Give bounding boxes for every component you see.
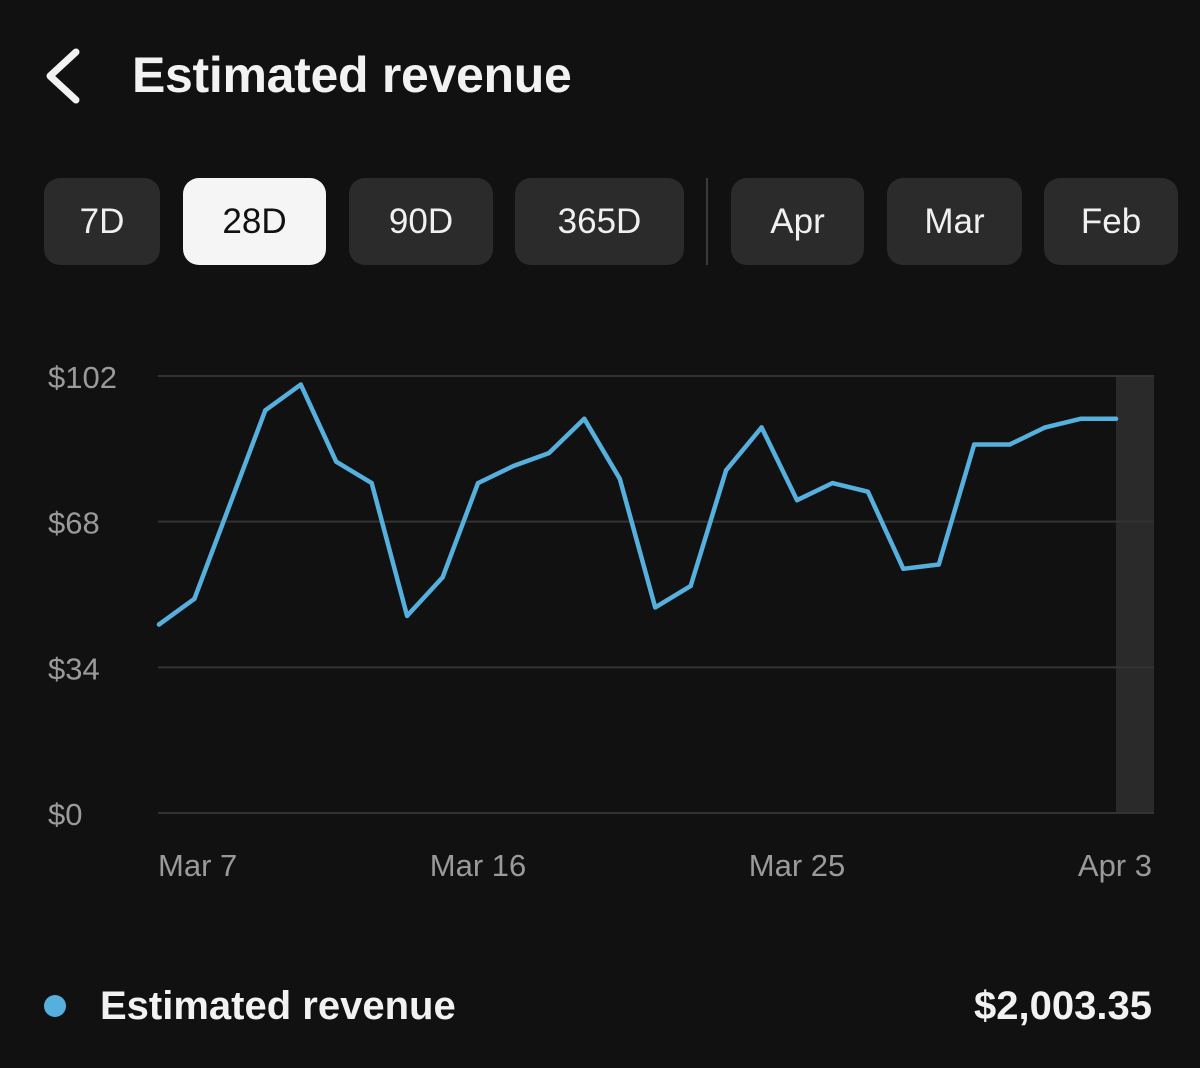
data-point <box>546 450 552 456</box>
data-point <box>972 442 977 447</box>
period-pill-apr[interactable]: Apr <box>731 178 864 265</box>
data-point <box>1007 442 1012 447</box>
y-tick-label: $34 <box>48 651 100 686</box>
data-point <box>794 498 800 503</box>
data-point <box>617 476 622 482</box>
period-pill-90d[interactable]: 90D <box>349 178 493 265</box>
data-point <box>830 480 835 486</box>
data-point <box>263 408 268 413</box>
data-point <box>440 575 445 580</box>
legend-total-value: $2,003.35 <box>974 984 1152 1028</box>
data-point <box>723 468 729 473</box>
period-pill-label: 90D <box>388 201 454 241</box>
data-point <box>227 502 233 507</box>
period-pill-label: 365D <box>557 201 642 241</box>
revenue-chart: $102 $68 $34 $0 Mar 7 Mar 16 Mar 25 Apr 3 <box>0 340 1200 900</box>
chevron-left-icon <box>46 48 80 104</box>
legend-label: Estimated revenue <box>100 984 456 1028</box>
y-tick-label: $0 <box>48 797 82 832</box>
legend-row: Estimated revenue $2,003.35 <box>0 970 1200 1050</box>
data-point <box>192 596 197 601</box>
data-point <box>936 562 941 567</box>
x-tick-label: Mar 16 <box>430 848 526 883</box>
data-point <box>688 583 693 589</box>
period-pill-365d[interactable]: 365D <box>515 178 684 265</box>
data-point <box>334 459 339 464</box>
period-pill-label: 7D <box>79 201 125 241</box>
data-point <box>404 613 410 619</box>
x-tick-label: Mar 25 <box>749 848 845 883</box>
data-point <box>369 480 374 486</box>
period-pill-label: Feb <box>1080 201 1142 241</box>
data-point <box>156 622 162 627</box>
data-point <box>511 463 516 469</box>
x-tick-label: Apr 3 <box>1078 848 1152 883</box>
data-point <box>582 416 587 422</box>
data-point <box>865 489 871 494</box>
data-point <box>901 566 906 571</box>
revenue-line-chart[interactable]: $102 $68 $34 $0 Mar 7 Mar 16 Mar 25 Apr 3 <box>0 340 1200 900</box>
series-line <box>156 382 1119 627</box>
x-tick-label: Mar 7 <box>158 848 237 883</box>
period-pill-28d[interactable]: 28D <box>183 178 326 265</box>
data-point <box>1078 416 1083 422</box>
data-point <box>653 605 658 610</box>
y-tick-label: $102 <box>48 360 117 395</box>
data-point <box>759 425 764 430</box>
period-pill-feb[interactable]: Feb <box>1044 178 1178 265</box>
period-pill-label: Mar <box>924 201 985 241</box>
period-pill-label: Apr <box>770 201 825 241</box>
y-tick-label: $68 <box>48 506 100 541</box>
legend-dot-icon <box>44 995 66 1017</box>
data-point <box>475 480 481 486</box>
back-button[interactable] <box>36 42 96 110</box>
period-pill-label: 28D <box>222 201 287 241</box>
period-pill-7d[interactable]: 7D <box>44 178 160 265</box>
header: Estimated revenue <box>0 0 1200 150</box>
data-point <box>1113 416 1119 422</box>
page-title: Estimated revenue <box>132 47 572 103</box>
period-divider <box>706 178 708 265</box>
period-pill-mar[interactable]: Mar <box>887 178 1022 265</box>
data-point <box>298 382 303 387</box>
data-point <box>1042 425 1048 430</box>
selected-day-band <box>1116 376 1154 813</box>
period-selector: 7D 28D 90D 365D Apr Mar Feb <box>0 178 1200 266</box>
